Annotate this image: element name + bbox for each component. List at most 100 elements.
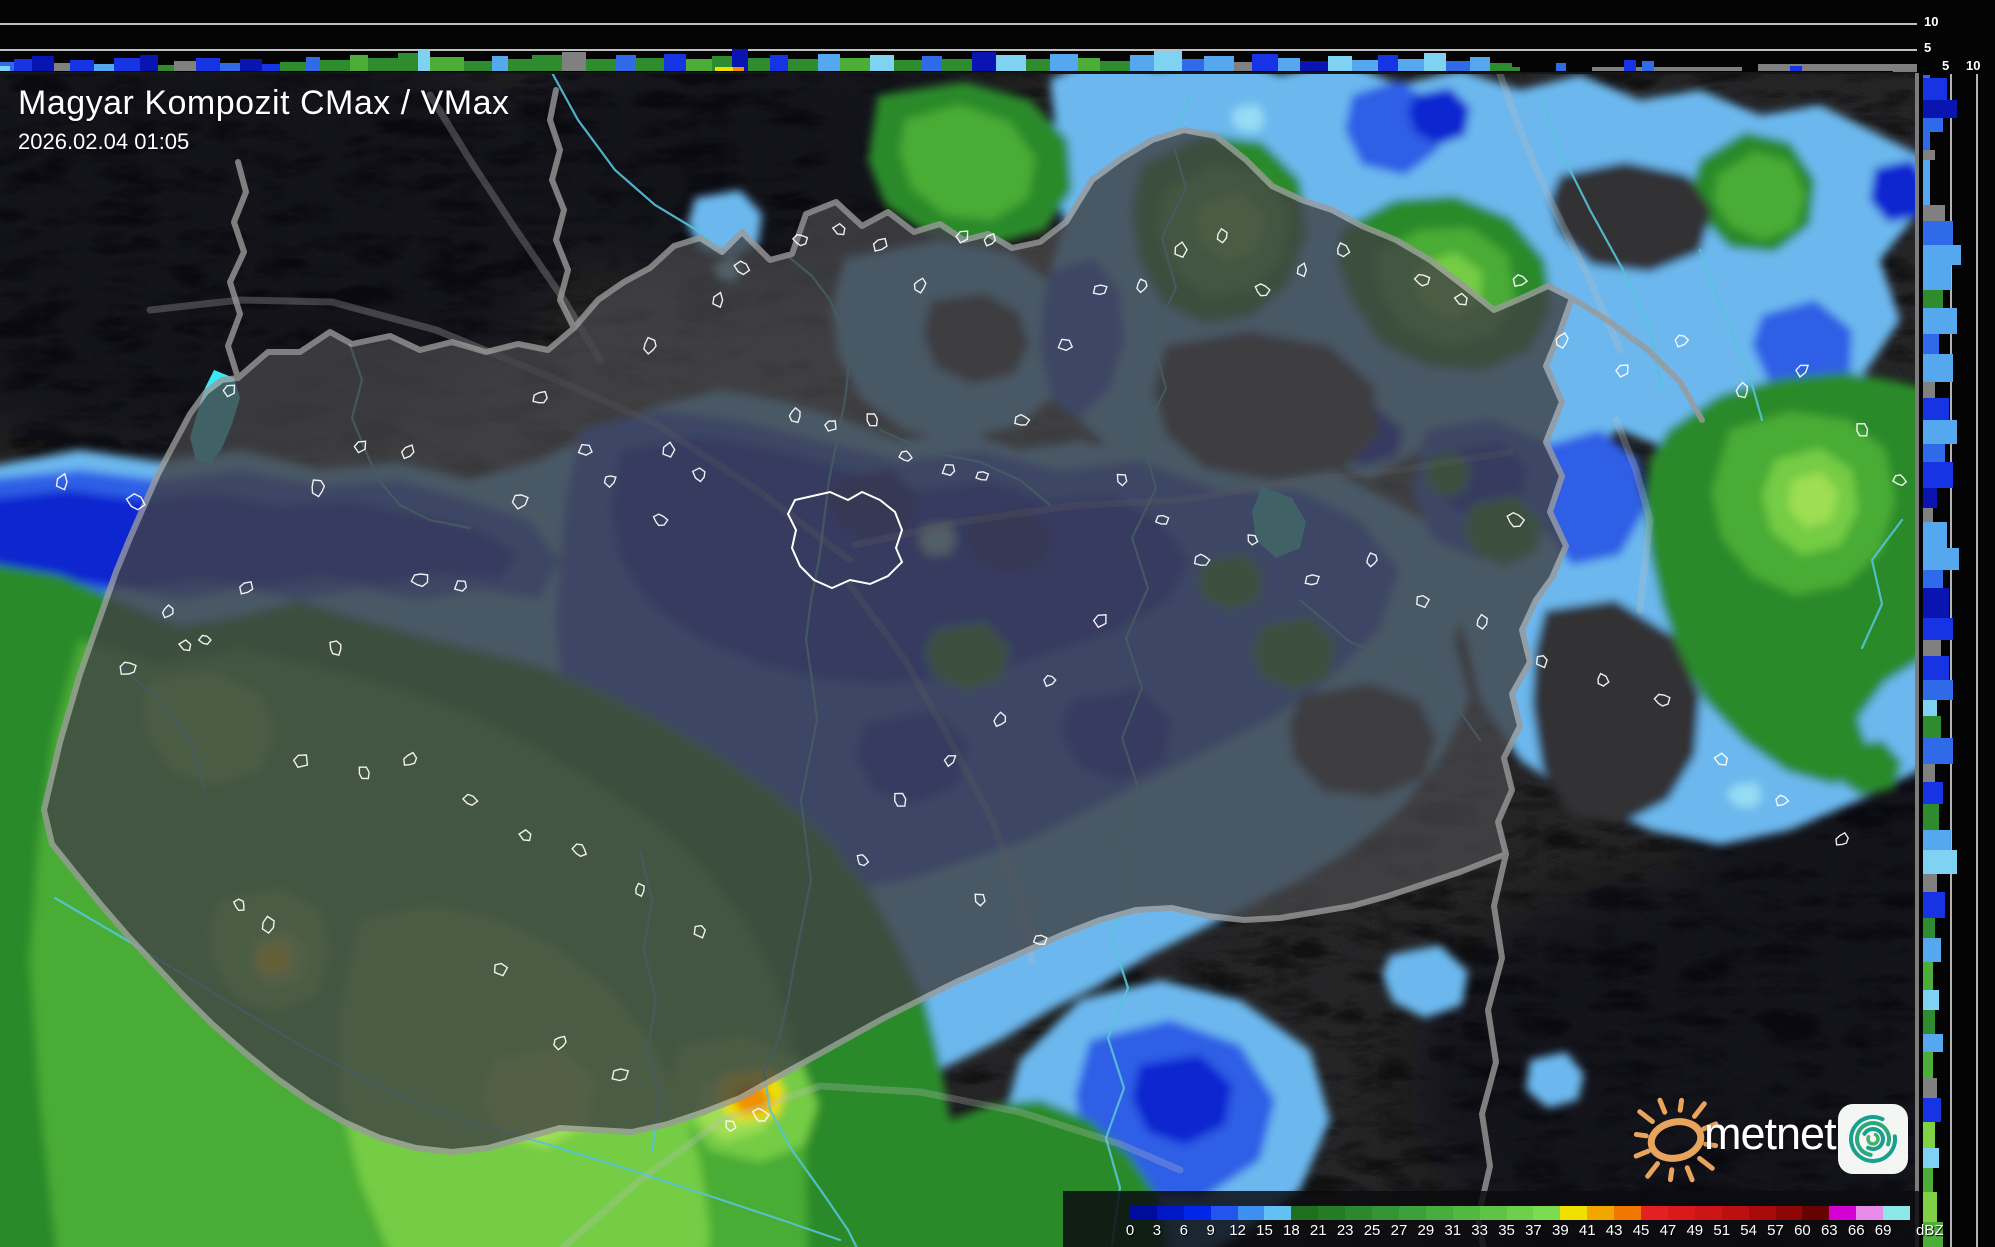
city-outline (975, 471, 990, 481)
scale-cell (1721, 1206, 1750, 1220)
city-outline (222, 384, 236, 398)
scale-tick-label: 9 (1206, 1222, 1215, 1239)
scale-tick-label: 3 (1152, 1222, 1162, 1239)
city-outline (311, 479, 326, 498)
top-strip-divider (0, 72, 1917, 74)
scale-tick-label: 35 (1498, 1222, 1515, 1239)
top-profile-bars (0, 49, 1917, 71)
city-outline (125, 492, 146, 511)
city-outline (1366, 552, 1378, 568)
brand-name: metnet (1704, 1108, 1837, 1159)
scale-tick-label: 27 (1390, 1222, 1408, 1239)
city-outline (532, 390, 548, 404)
city-outline (511, 494, 529, 510)
scale-cell (1856, 1206, 1884, 1220)
city-outline (177, 639, 192, 652)
scale-cell (1587, 1206, 1615, 1220)
city-outline (1453, 292, 1468, 306)
city-outline (353, 440, 367, 454)
city-outline (831, 222, 846, 236)
scale-cell (1479, 1206, 1508, 1220)
city-outline (941, 463, 956, 477)
scale-tick-label: 21 (1309, 1222, 1327, 1239)
top-profile-strip (0, 0, 1917, 72)
scale-tick-label: 18 (1283, 1222, 1300, 1239)
city-outline (733, 260, 751, 276)
city-outline (603, 475, 617, 489)
city-outline (571, 843, 588, 858)
city-outline (662, 441, 676, 458)
city-outline (461, 793, 479, 806)
city-outline (410, 573, 429, 588)
city-outline (232, 898, 245, 912)
city-outline (239, 580, 254, 595)
city-outline (261, 915, 275, 935)
city-outline (983, 232, 997, 247)
scale-tick-label: 29 (1417, 1222, 1435, 1239)
metnet-logo: metnet (1630, 1092, 1920, 1184)
city-outline (791, 234, 809, 247)
city-outline (1216, 227, 1228, 244)
city-outline (55, 472, 68, 491)
scale-cell (1130, 1206, 1158, 1220)
city-outline (1713, 752, 1728, 766)
city-outline (1891, 474, 1908, 487)
city-outlines (55, 222, 1908, 1132)
city-outline (1116, 473, 1128, 487)
scale-tick-label: 66 (1847, 1222, 1865, 1239)
city-outline (1154, 514, 1170, 525)
city-outline (1735, 381, 1748, 399)
city-outline (119, 661, 137, 675)
city-outline (1506, 512, 1526, 528)
scale-cell (1560, 1206, 1588, 1220)
city-outline (1413, 273, 1431, 287)
city-outline (652, 513, 669, 527)
city-outline (1653, 693, 1671, 707)
scale-tick-label: 33 (1471, 1222, 1488, 1239)
scale-cell (1667, 1206, 1696, 1220)
app-icon (1838, 1104, 1908, 1174)
city-outline (691, 467, 706, 483)
scale-tick-label: 43 (1605, 1222, 1623, 1239)
city-outline (292, 754, 309, 769)
sun-icon (1633, 1097, 1719, 1183)
scale-cell (1748, 1206, 1776, 1220)
right-axis-10km-label: 10 (1966, 58, 1981, 73)
city-outline (1057, 338, 1074, 352)
city-outline (693, 924, 707, 939)
top-axis-5km-label: 5 (1924, 40, 1932, 55)
city-outline (893, 792, 907, 807)
scale-cell (1372, 1206, 1400, 1220)
city-outline (1856, 422, 1869, 437)
scale-cell (1452, 1206, 1481, 1220)
city-outline (788, 406, 801, 424)
city-outline (1775, 794, 1790, 807)
timestamp: 2026.02.04 01:05 (18, 129, 190, 154)
scale-cell (1775, 1206, 1803, 1220)
scale-cell (1398, 1206, 1427, 1220)
scale-tick-label: 41 (1578, 1222, 1596, 1239)
scale-tick-label: 31 (1444, 1222, 1462, 1239)
scale-cell (1829, 1206, 1857, 1220)
city-outline (1296, 262, 1308, 278)
city-outline (358, 766, 370, 780)
city-outline (898, 450, 913, 462)
scale-tick-label: 49 (1686, 1222, 1704, 1239)
right-axis-5km-label: 5 (1942, 58, 1950, 73)
city-outline (712, 291, 724, 309)
scale-cell (1533, 1206, 1561, 1220)
city-outline (1193, 553, 1211, 566)
city-outline (1416, 594, 1431, 609)
city-outline (856, 853, 870, 867)
scale-tick-label: 23 (1336, 1222, 1354, 1239)
city-outline (974, 893, 986, 907)
scale-tick-label: 15 (1256, 1222, 1273, 1239)
scale-cell (1345, 1206, 1373, 1220)
city-outline (725, 1120, 737, 1132)
city-outline (329, 640, 342, 657)
page-title: Magyar Kompozit CMax / VMax (18, 84, 510, 122)
scale-tick-label: 0 (1125, 1222, 1135, 1239)
right-profile-strip (1917, 0, 1995, 1247)
city-outline (453, 580, 468, 592)
